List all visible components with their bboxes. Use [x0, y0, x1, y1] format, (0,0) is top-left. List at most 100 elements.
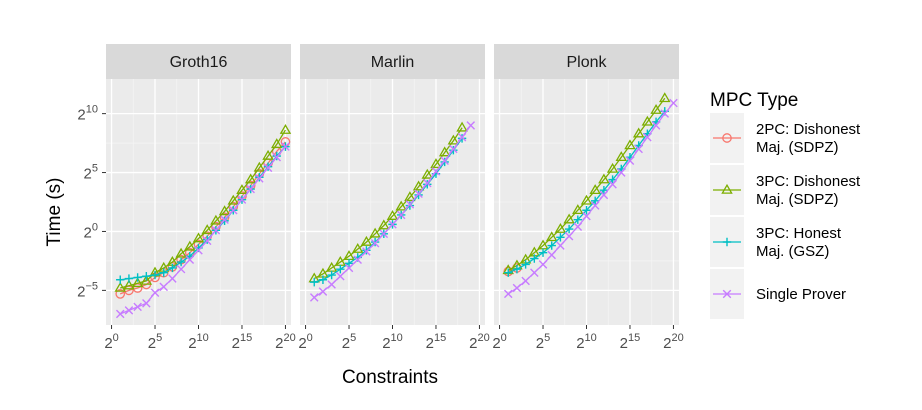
- legend-label: 2PC: Dishonest Maj. (SDPZ): [756, 121, 861, 156]
- data-point: [512, 283, 522, 293]
- data-point: [336, 264, 345, 274]
- data-point: [641, 115, 654, 126]
- x-tick-label: 25: [536, 332, 550, 352]
- data-point: [168, 274, 177, 283]
- y-tick-label: 20: [84, 221, 98, 241]
- data-point: [131, 277, 144, 288]
- data-point: [599, 186, 609, 195]
- data-point: [430, 158, 442, 169]
- data-point: [625, 156, 635, 166]
- data-point: [370, 238, 380, 248]
- data-point: [547, 250, 556, 260]
- data-point: [246, 184, 255, 194]
- data-point: [272, 151, 281, 161]
- data-point: [589, 184, 601, 195]
- legend-item: 2PC: Dishonest Maj. (SDPZ): [710, 113, 861, 163]
- data-point: [660, 109, 670, 118]
- y-tick-label: 210: [77, 104, 98, 124]
- data-point: [449, 144, 458, 154]
- facet-strip: [106, 44, 291, 79]
- data-point: [547, 241, 556, 250]
- x-tick-label: 215: [232, 332, 253, 352]
- data-point: [124, 306, 134, 315]
- data-point: [545, 231, 558, 242]
- legend-key-marker: [722, 237, 732, 247]
- x-tick-label: 25: [148, 332, 162, 352]
- data-point: [423, 180, 432, 189]
- data-point: [279, 124, 292, 134]
- data-point: [184, 240, 196, 251]
- data-point: [651, 121, 661, 130]
- data-point: [176, 264, 186, 274]
- data-point: [624, 139, 636, 150]
- data-point: [504, 268, 513, 277]
- x-tick-label: 25: [342, 332, 356, 352]
- facet-strip-label: Plonk: [566, 54, 607, 71]
- data-point: [404, 191, 416, 202]
- data-point: [423, 178, 432, 188]
- data-point: [353, 255, 362, 265]
- data-point: [564, 231, 574, 241]
- x-tick-label: 210: [576, 332, 597, 352]
- x-tick-label: 20: [104, 332, 118, 352]
- legend-item: 3PC: Honest Maj. (GSZ): [710, 217, 842, 267]
- data-point: [650, 103, 662, 114]
- facet-panel-marlin: Marlin 20 25 210 215 220: [298, 44, 490, 352]
- x-tick-label: 220: [469, 332, 490, 352]
- data-point: [229, 205, 238, 215]
- data-point: [133, 302, 142, 312]
- legend-label: 3PC: Dishonest Maj. (SDPZ): [756, 173, 861, 208]
- data-point: [573, 215, 583, 224]
- x-tick-label: 215: [426, 332, 447, 352]
- legend-item: 3PC: Dishonest Maj. (SDPZ): [710, 165, 861, 215]
- data-point: [606, 162, 619, 173]
- data-point: [220, 216, 229, 226]
- data-point: [123, 279, 135, 290]
- data-point: [378, 219, 390, 230]
- legend-items: 2PC: Dishonest Maj. (SDPZ) 3PC: Dishonest M…: [710, 113, 861, 319]
- data-point: [530, 254, 539, 263]
- data-point: [457, 134, 467, 143]
- data-point: [202, 236, 212, 246]
- series-line: [507, 97, 666, 271]
- x-tick-label: 220: [663, 332, 684, 352]
- facet-panel-plonk: Plonk 20 25 210 215 220: [492, 44, 684, 352]
- data-point: [133, 273, 142, 282]
- data-point: [142, 272, 151, 281]
- facet-panel-groth16: Groth16 20 25 210 215 220 210 25 20 2−5: [77, 44, 296, 352]
- data-point: [175, 247, 187, 258]
- data-point: [237, 195, 247, 204]
- data-point: [440, 156, 449, 166]
- y-tick-label: 2−5: [77, 280, 98, 300]
- data-point: [521, 276, 530, 286]
- data-point: [669, 98, 678, 108]
- data-point: [236, 184, 248, 195]
- data-point: [150, 288, 160, 297]
- legend-label: Single Prover: [756, 286, 846, 303]
- data-point: [414, 189, 423, 199]
- data-point: [521, 260, 530, 269]
- data-point: [244, 173, 257, 184]
- data-point: [253, 161, 266, 172]
- x-tick-label: 220: [275, 332, 296, 352]
- data-point: [201, 224, 213, 235]
- x-tick-label: 210: [382, 332, 403, 352]
- data-point: [362, 247, 371, 256]
- data-point: [466, 121, 476, 130]
- y-tick-label: 25: [84, 163, 98, 183]
- data-point: [115, 289, 126, 299]
- series-2-groth16: [114, 124, 292, 292]
- facet-strip-label: Marlin: [371, 54, 415, 71]
- data-point: [438, 146, 451, 157]
- data-point: [370, 237, 380, 247]
- data-point: [271, 138, 283, 149]
- data-point: [124, 274, 134, 283]
- data-point: [185, 255, 195, 265]
- data-point: [192, 232, 205, 243]
- data-point: [202, 235, 212, 244]
- data-point: [150, 270, 160, 280]
- data-point: [582, 211, 591, 221]
- data-point: [379, 229, 389, 239]
- data-point: [421, 168, 434, 179]
